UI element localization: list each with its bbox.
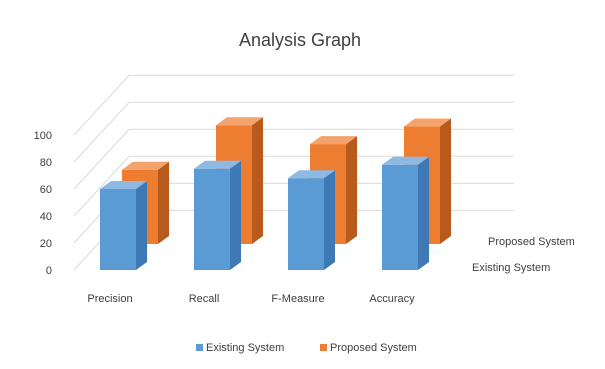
bar-proposed-top	[404, 118, 451, 127]
bar-existing	[100, 181, 147, 270]
bar-proposed-top	[122, 161, 169, 170]
bar-proposed-side	[158, 161, 169, 244]
category-label: Recall	[189, 293, 220, 305]
depth-label-proposed: Proposed System	[488, 236, 575, 248]
category-label: F-Measure	[271, 293, 324, 305]
bar-existing-side	[230, 160, 241, 270]
y-tick-label: 40	[40, 211, 52, 223]
bar-proposed-side	[346, 136, 357, 244]
bar-proposed-top	[310, 136, 357, 145]
bar-existing	[194, 160, 241, 270]
y-tick-label: 0	[46, 265, 52, 277]
bar-proposed-top	[216, 117, 263, 126]
y-tick-label: 60	[40, 184, 52, 196]
y-tick-label: 100	[34, 130, 52, 142]
gridline	[73, 101, 514, 163]
bars	[100, 117, 451, 270]
bar-existing	[288, 170, 335, 270]
bar-existing-side	[324, 170, 335, 270]
bar-existing-front	[288, 178, 324, 270]
legend-label-existing: Existing System	[206, 342, 284, 354]
bar-existing-top	[194, 160, 241, 169]
bar-proposed-side	[440, 118, 451, 244]
y-tick-label: 20	[40, 238, 52, 250]
bar-existing-side	[418, 156, 429, 270]
depth-label-existing: Existing System	[472, 262, 550, 274]
bar-proposed-side	[252, 117, 263, 244]
legend-label-proposed: Proposed System	[330, 342, 417, 354]
gridline	[73, 155, 514, 217]
y-axis-ticks: 0 20 40 60 80 100	[34, 130, 52, 277]
category-label: Accuracy	[369, 293, 415, 305]
bar-existing-top	[382, 156, 429, 165]
bar-existing-front	[194, 168, 230, 270]
legend-swatch-existing	[196, 344, 203, 351]
gridline	[73, 74, 514, 136]
bar-existing-top	[288, 170, 335, 179]
category-label: Precision	[87, 293, 132, 305]
bar-existing-side	[136, 181, 147, 270]
category-labels: Precision Recall F-Measure Accuracy	[87, 293, 415, 305]
y-tick-label: 80	[40, 157, 52, 169]
gridline	[73, 128, 514, 190]
chart-title: Analysis Graph	[239, 30, 361, 50]
bar-existing-top	[100, 181, 147, 189]
legend-swatch-proposed	[320, 344, 327, 351]
bar-existing	[382, 156, 429, 270]
bar-existing-front	[100, 189, 136, 270]
legend: Existing System Proposed System	[196, 342, 417, 354]
bar-existing-front	[382, 164, 418, 270]
